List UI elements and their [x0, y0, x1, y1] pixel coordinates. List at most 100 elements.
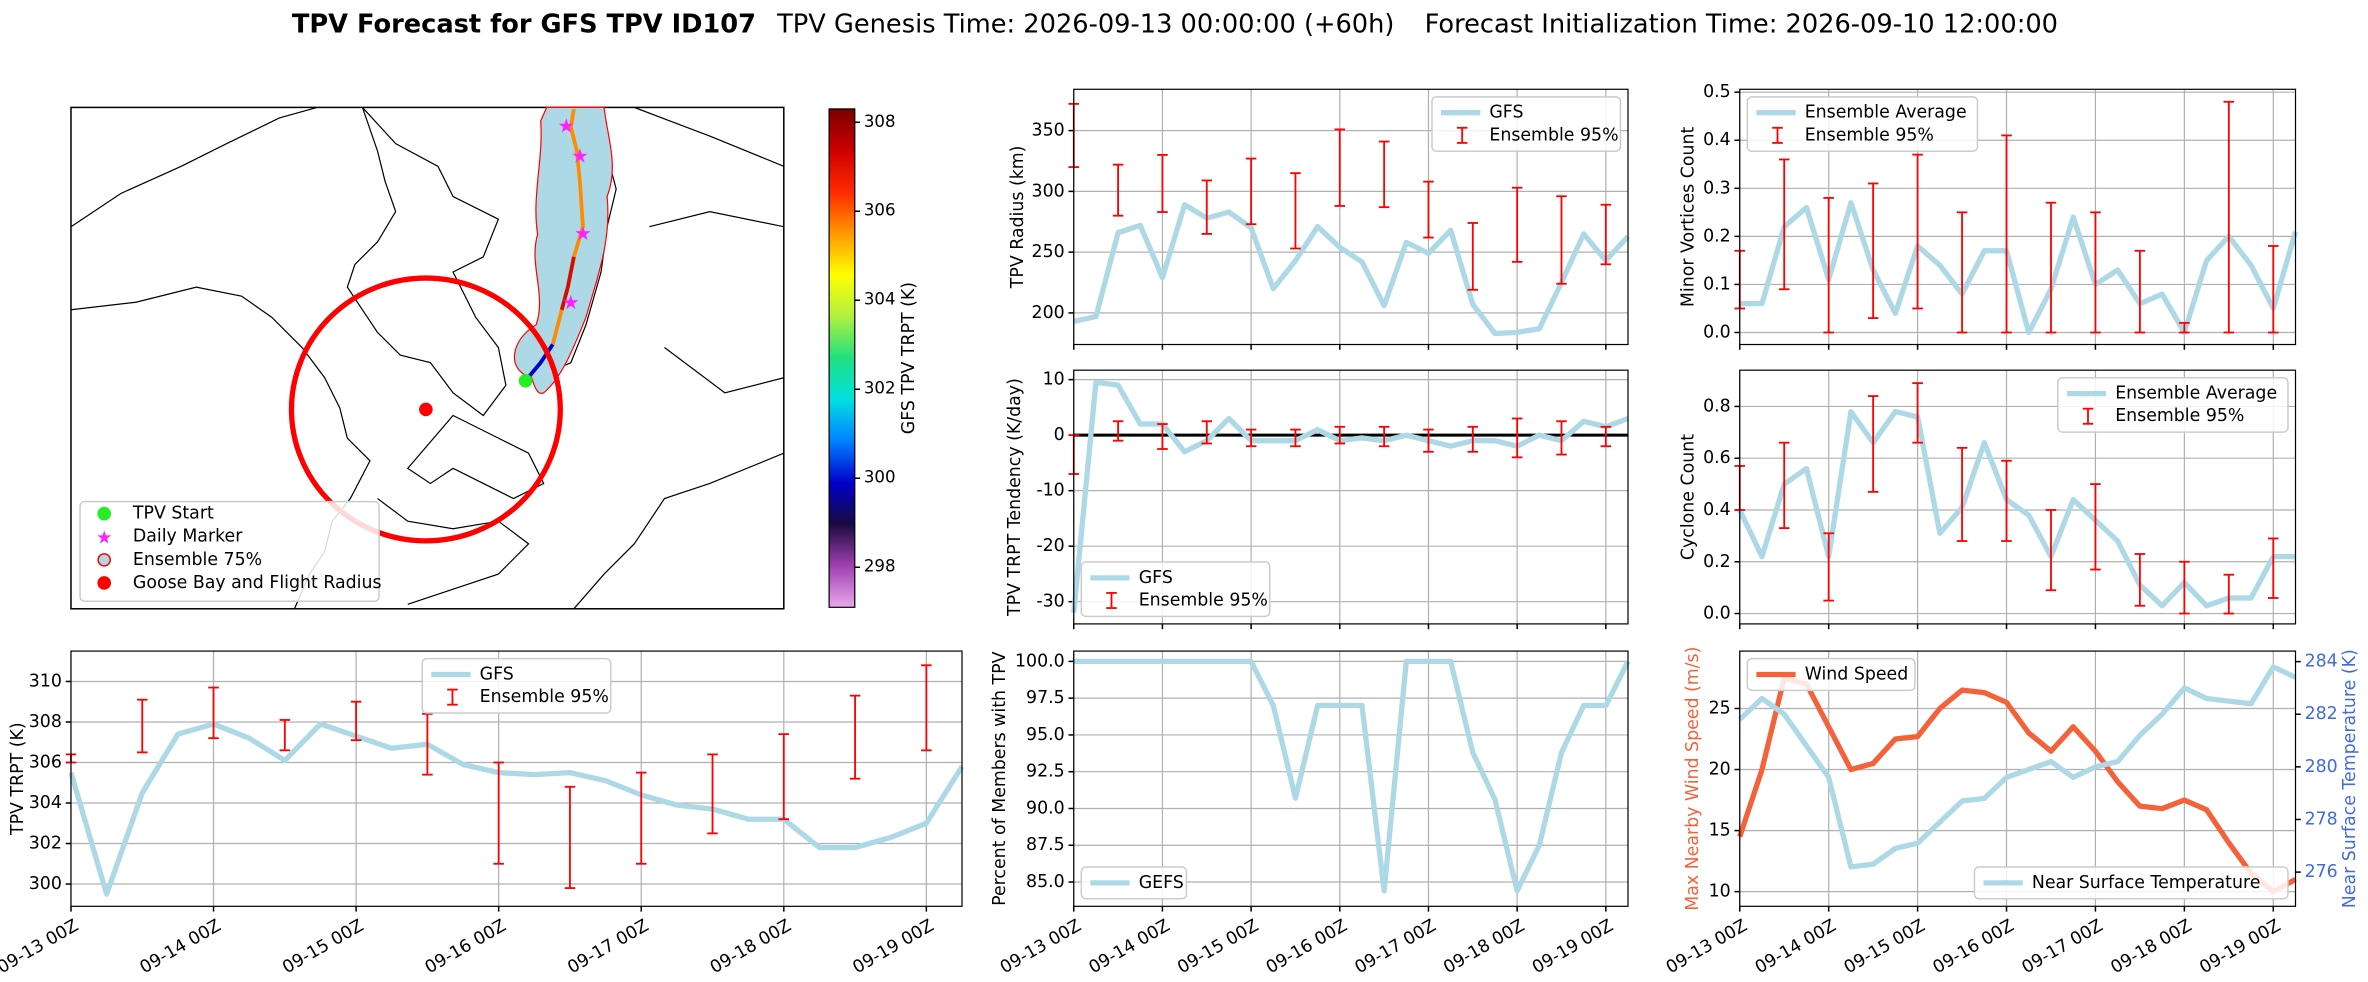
legend-label: GEFS: [1139, 873, 1184, 893]
legend-label: Wind Speed: [1805, 664, 1909, 684]
y-tick-label: 87.5: [1026, 835, 1065, 855]
series-line: [1071, 379, 1629, 614]
legend-label: Ensemble 75%: [133, 550, 262, 570]
y-tick-label: 92.5: [1026, 762, 1065, 782]
legend-label: TPV Start: [132, 504, 214, 524]
daily-markers: ★ ★ ★ ★: [558, 115, 592, 315]
x-tick-label: 09-19 00Z: [849, 916, 937, 978]
series-line: [1737, 664, 2297, 870]
x-tick-label: 09-17 00Z: [564, 916, 652, 978]
series-line: [68, 721, 965, 897]
plot-area: [1739, 651, 2296, 907]
y-tick-label: -30: [1036, 592, 1064, 612]
plot-frame: [1739, 88, 2297, 346]
legend-label: Ensemble 95%: [2115, 406, 2244, 426]
legend-label: Ensemble 95%: [1139, 590, 1268, 610]
y-axis-label: TPV Radius (km): [1008, 146, 1028, 290]
goose-bay: [419, 402, 433, 417]
series-line: [1073, 202, 1630, 337]
title-init: Forecast Initialization Time: 2026-09-10…: [1425, 9, 2058, 39]
x-tick-label: 09-19 00Z: [1529, 916, 1617, 978]
y-tick-label: 350: [1032, 121, 1065, 141]
y-axis-label: Cyclone Count: [1678, 434, 1698, 560]
x-tick-label: 09-18 00Z: [2107, 916, 2195, 978]
daily-marker: ★: [558, 115, 576, 138]
x-tick-label: 09-14 00Z: [137, 916, 225, 978]
x-tick-label: 09-14 00Z: [1086, 916, 1174, 978]
legend-frame: [1746, 96, 1979, 152]
y-tick-label: 97.5: [1026, 688, 1065, 708]
coastline: [377, 414, 545, 605]
y-tick-label: 85.0: [1026, 872, 1065, 892]
y-tick-label: 0.2: [1703, 552, 1731, 572]
y-tick-label: 0: [1054, 425, 1065, 445]
y-tick-label: 0.0: [1703, 322, 1731, 342]
plot-frame: [1739, 369, 2297, 625]
legend-marker: [97, 506, 111, 521]
x-tick-label: 09-16 00Z: [1263, 916, 1351, 978]
panel: 0.0 0.1 0.2 0.3 0.4 0.5 Minor Vortices Count En…: [1678, 82, 2299, 350]
y-tick-label: 200: [1032, 303, 1065, 323]
y-tick-label: 0.8: [1703, 396, 1731, 416]
y2-tick-label: 276: [2305, 862, 2338, 882]
legend-label: Ensemble Average: [2115, 384, 2277, 404]
y-axis-label: Minor Vortices Count: [1678, 127, 1698, 308]
y-tick-label: 302: [29, 834, 62, 854]
panel: -30 -20 -10 0 10 TPV TRPT Tendency (K/day) GFS…: [1005, 369, 1629, 630]
legend-frame: [2057, 376, 2289, 433]
y2-tick-label: 280: [2305, 757, 2338, 777]
series-line: [1739, 200, 2299, 336]
series-line: [1737, 675, 2297, 895]
y-tick-label: 0.1: [1703, 274, 1731, 294]
title-main: TPV Forecast for GFS TPV ID107: [292, 9, 756, 39]
y-tick-label: 10: [1709, 882, 1731, 902]
map: ★ ★ ★ ★ TPV Start ★ Daily Marker Ensemble 7…: [70, 106, 785, 610]
x-tick-label: 09-15 00Z: [1841, 916, 1929, 978]
colorbar-tick-label: 302: [864, 379, 896, 398]
panel: 09-13 00Z 09-14 00Z 09-15 00Z 09-16 00Z 09-1…: [0, 650, 965, 978]
flight-radius: [288, 275, 563, 544]
y-axis-label: TPV TRPT Tendency (K/day): [1005, 378, 1025, 617]
x-tick-label: 09-13 00Z: [0, 916, 82, 978]
legend-label: Ensemble 95%: [1805, 125, 1934, 145]
x-tick-label: 09-13 00Z: [1663, 916, 1751, 978]
y-tick-label: 304: [29, 793, 62, 813]
y-tick-label: 0.3: [1703, 178, 1731, 198]
plot-frame: [1073, 88, 1629, 346]
map-legend: TPV Start ★ Daily Marker Ensemble 75% Goose …: [79, 500, 382, 602]
x-tick-label: 09-18 00Z: [707, 916, 795, 978]
legend-label: GFS: [480, 664, 514, 684]
y-tick-label: 300: [29, 874, 62, 894]
legend-label: Ensemble 95%: [1489, 125, 1618, 145]
legend-label: Ensemble Average: [1805, 103, 1967, 123]
y-tick-label: 250: [1032, 242, 1065, 262]
plot-area: [1073, 651, 1628, 907]
y-tick-label: 90.0: [1026, 798, 1065, 818]
legend-marker: [97, 576, 111, 590]
y-tick-label: 10: [1043, 370, 1065, 390]
y2-tick-label: 282: [2305, 704, 2338, 724]
ensemble-75-area: [513, 106, 613, 395]
y-tick-label: 308: [29, 712, 62, 732]
x-tick-label: 09-15 00Z: [1174, 916, 1262, 978]
y-tick-label: 100.0: [1015, 651, 1065, 671]
y-tick-label: 0.4: [1703, 500, 1731, 520]
y-axis-label: TPV TRPT (K): [8, 722, 28, 836]
y-tick-label: 0.4: [1703, 130, 1731, 150]
legend-label: Daily Marker: [133, 527, 243, 547]
panel: 09-13 00Z 09-14 00Z 09-15 00Z 09-16 00Z 09-1…: [990, 650, 1631, 978]
y2-tick-label: 284: [2305, 652, 2338, 672]
y-tick-label: 20: [1709, 760, 1731, 780]
x-tick-label: 09-13 00Z: [997, 916, 1085, 978]
colorbar-tick-label: 308: [864, 112, 896, 131]
legend-marker: ★: [96, 527, 112, 548]
y-tick-label: 15: [1709, 821, 1731, 841]
plot-frame: [70, 650, 963, 907]
y-axis-label: Max Nearby Wind Speed (m/s): [1683, 647, 1703, 911]
x-tick-label: 09-16 00Z: [1930, 916, 2018, 978]
legend-label: Near Surface Temperature: [2032, 873, 2261, 893]
y-tick-label: 306: [29, 752, 62, 772]
